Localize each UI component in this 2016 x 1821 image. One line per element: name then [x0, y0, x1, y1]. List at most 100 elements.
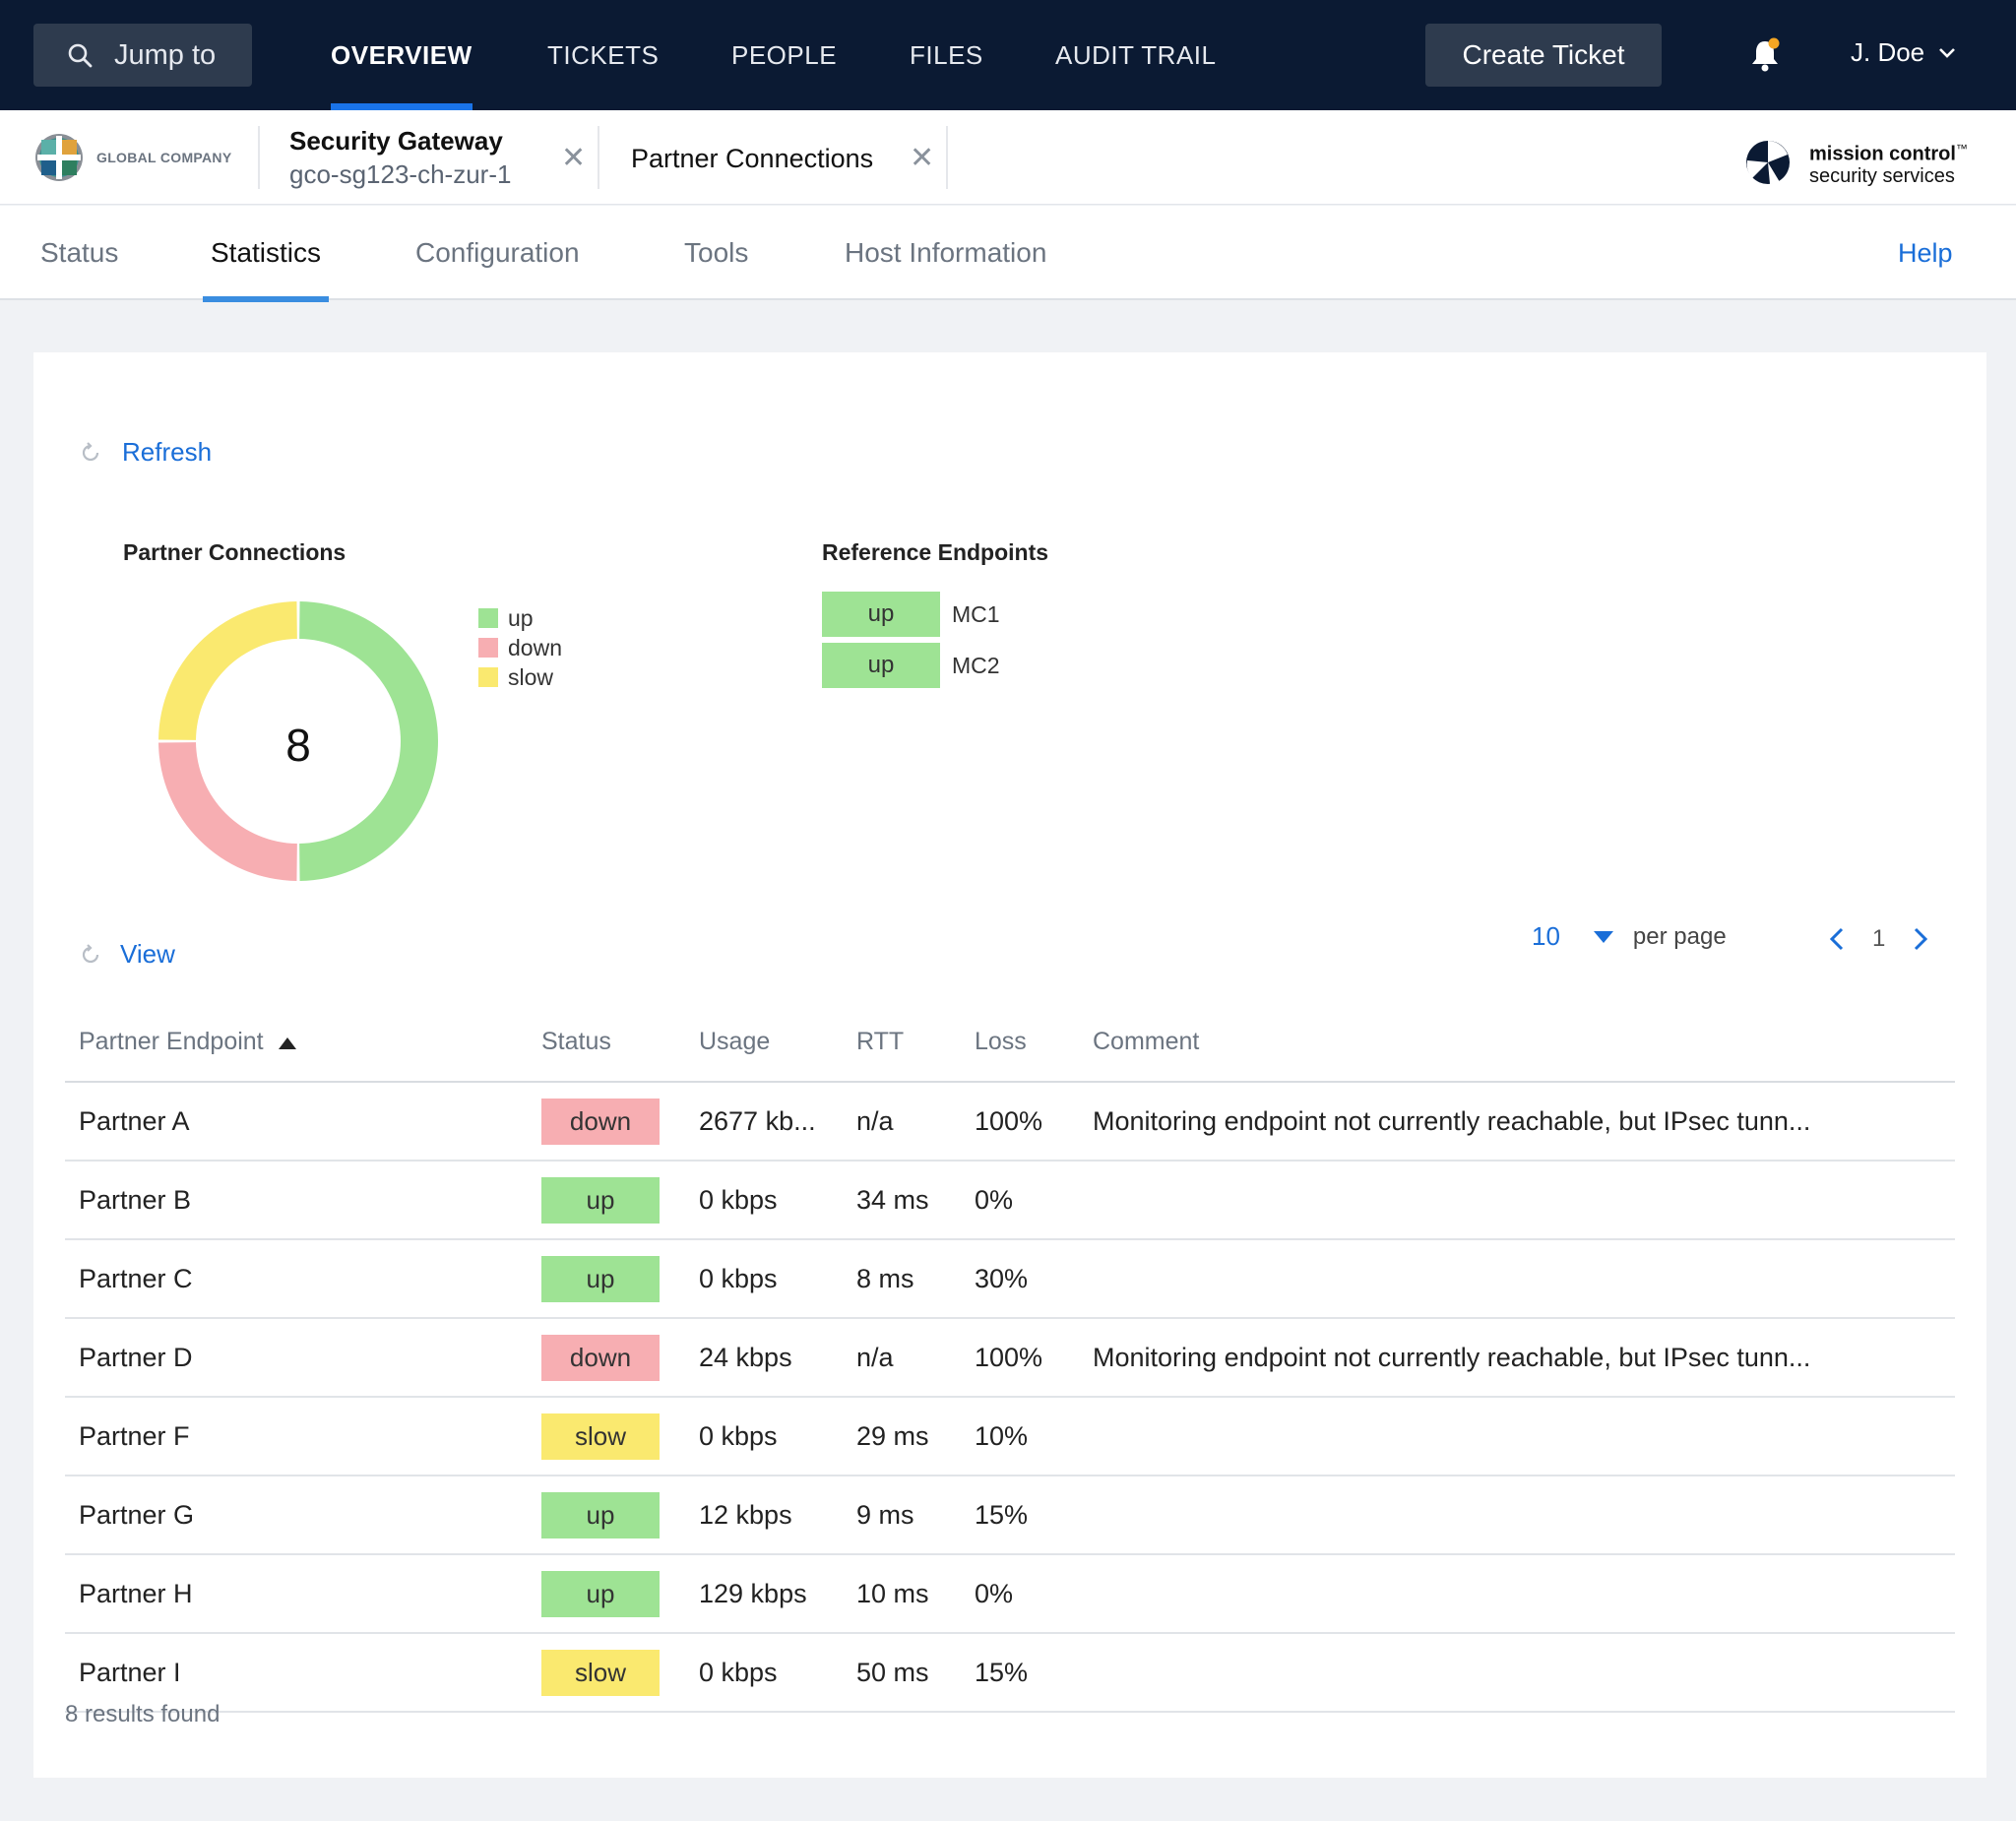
statistics-card: Refresh Partner Connections 8 up down sl… — [33, 352, 1986, 1778]
partner-table: Partner Endpoint Status Usage RTT Loss C… — [65, 1002, 1955, 1713]
comment-value — [1093, 1476, 1935, 1553]
help-link[interactable]: Help — [1898, 238, 1953, 268]
per-page-select[interactable]: 10 per page — [1532, 921, 1727, 952]
partner-name: Partner C — [79, 1264, 193, 1293]
column-header-label: Partner Endpoint — [79, 1028, 264, 1055]
rtt-value: n/a — [856, 1343, 894, 1372]
nav-tickets[interactable]: TICKETS — [547, 40, 660, 70]
chevron-right-icon[interactable] — [1913, 926, 1928, 952]
comment-value: Monitoring endpoint not currently reacha… — [1093, 1343, 1811, 1372]
reference-status-badge: up — [822, 592, 940, 637]
table-row[interactable]: Partner G up 12 kbps 9 ms 15% — [65, 1476, 1955, 1555]
partner-name: Partner F — [79, 1421, 190, 1451]
column-header-loss[interactable]: Loss — [975, 1028, 1027, 1055]
table-row[interactable]: Partner I slow 0 kbps 50 ms 15% — [65, 1634, 1955, 1713]
nav-files[interactable]: FILES — [910, 40, 983, 70]
legend-swatch-up — [478, 608, 498, 628]
table-row[interactable]: Partner B up 0 kbps 34 ms 0% — [65, 1162, 1955, 1240]
loss-value: 10% — [975, 1421, 1029, 1451]
create-ticket-button[interactable]: Create Ticket — [1425, 24, 1662, 87]
view-label: View — [120, 939, 175, 969]
comment-value — [1093, 1555, 1935, 1632]
chevron-down-icon — [1939, 47, 1956, 58]
tab-tools[interactable]: Tools — [684, 237, 749, 268]
brand-tagline: security services — [1809, 164, 1955, 187]
reference-endpoints-title: Reference Endpoints — [822, 539, 1049, 565]
partner-name: Partner B — [79, 1185, 192, 1215]
tab-security-gateway-title[interactable]: Security Gateway — [289, 126, 503, 156]
rtt-value: 8 ms — [856, 1264, 914, 1293]
reference-endpoint-row: up MC2 — [822, 643, 1000, 688]
partner-connections-donut-chart: 8 — [158, 601, 438, 881]
tab-status[interactable]: Status — [40, 237, 119, 268]
status-badge: up — [541, 1492, 660, 1538]
tab-host-information[interactable]: Host Information — [845, 237, 1047, 268]
usage-value: 12 kbps — [699, 1500, 792, 1530]
table-row[interactable]: Partner D down 24 kbps n/a 100% Monitori… — [65, 1319, 1955, 1398]
tab-configuration[interactable]: Configuration — [415, 237, 580, 268]
tab-partner-connections[interactable]: Partner Connections — [631, 144, 874, 173]
table-row[interactable]: Partner F slow 0 kbps 29 ms 10% — [65, 1398, 1955, 1476]
bell-icon — [1752, 37, 1780, 72]
reference-status-badge: up — [822, 643, 940, 688]
column-header-rtt[interactable]: RTT — [856, 1028, 905, 1055]
legend-item-slow: slow — [478, 662, 562, 692]
status-badge: down — [541, 1335, 660, 1381]
loss-value: 100% — [975, 1343, 1043, 1372]
refresh-label: Refresh — [122, 437, 213, 467]
column-header-partner-endpoint[interactable]: Partner Endpoint — [79, 1002, 296, 1081]
loss-value: 30% — [975, 1264, 1029, 1293]
loss-value: 15% — [975, 1500, 1029, 1530]
jump-to-search[interactable]: Jump to — [33, 24, 252, 87]
company-logo: GLOBAL COMPANY — [33, 132, 231, 183]
caret-down-icon — [1593, 930, 1613, 943]
user-menu[interactable]: J. Doe — [1851, 37, 1956, 68]
legend-swatch-slow — [478, 667, 498, 687]
context-bar: GLOBAL COMPANY Security Gateway gco-sg12… — [0, 110, 2016, 205]
reference-endpoint-name: MC1 — [952, 600, 1000, 627]
tab-statistics[interactable]: Statistics — [202, 206, 330, 302]
loss-value: 15% — [975, 1658, 1029, 1687]
status-badge: up — [541, 1256, 660, 1302]
comment-value — [1093, 1398, 1935, 1475]
column-header-comment[interactable]: Comment — [1093, 1028, 1200, 1055]
legend-label-down: down — [508, 634, 562, 660]
chevron-left-icon[interactable] — [1829, 926, 1845, 952]
rtt-value: 50 ms — [856, 1658, 929, 1687]
column-header-status[interactable]: Status — [541, 1028, 611, 1055]
current-page[interactable]: 1 — [1872, 925, 1886, 952]
refresh-button[interactable]: Refresh — [81, 437, 212, 468]
table-row[interactable]: Partner C up 0 kbps 8 ms 30% — [65, 1240, 1955, 1319]
view-button[interactable]: View — [81, 939, 175, 970]
mission-control-logo-icon — [1746, 140, 1790, 184]
usage-value: 0 kbps — [699, 1421, 778, 1451]
nav-audit-trail[interactable]: AUDIT TRAIL — [1055, 40, 1217, 70]
tab-security-gateway-subtitle[interactable]: gco-sg123-ch-zur-1 — [289, 159, 512, 189]
table-header: Partner Endpoint Status Usage RTT Loss C… — [65, 1002, 1955, 1083]
pagination: 1 — [1829, 925, 1928, 953]
close-tab-partner-connections-icon[interactable]: ✕ — [910, 142, 935, 174]
refresh-icon — [82, 441, 99, 461]
table-row[interactable]: Partner A down 2677 kb... n/a 100% Monit… — [65, 1083, 1955, 1162]
comment-value — [1093, 1240, 1935, 1317]
legend-label-slow: slow — [508, 663, 554, 690]
comment-value — [1093, 1162, 1935, 1238]
loss-value: 0% — [975, 1185, 1014, 1215]
jump-to-label: Jump to — [114, 38, 217, 71]
top-navigation-bar: Jump to OVERVIEW TICKETS PEOPLE FILES AU… — [0, 0, 2016, 110]
usage-value: 0 kbps — [699, 1264, 778, 1293]
legend-swatch-down — [478, 638, 498, 658]
mission-control-wordmark: mission control™ security services — [1809, 138, 1968, 187]
status-badge: up — [541, 1571, 660, 1617]
per-page-label: per page — [1632, 922, 1727, 950]
status-badge: slow — [541, 1650, 660, 1696]
notifications-button[interactable] — [1748, 37, 1782, 78]
nav-people[interactable]: PEOPLE — [731, 40, 838, 70]
results-count: 8 results found — [65, 1701, 220, 1727]
table-row[interactable]: Partner H up 129 kbps 10 ms 0% — [65, 1555, 1955, 1634]
close-tab-security-gateway-icon[interactable]: ✕ — [561, 142, 587, 174]
nav-overview[interactable]: OVERVIEW — [331, 0, 472, 110]
column-header-usage[interactable]: Usage — [699, 1028, 771, 1055]
comment-value: Monitoring endpoint not currently reacha… — [1093, 1106, 1811, 1136]
trademark-mark: ™ — [1955, 142, 1968, 156]
